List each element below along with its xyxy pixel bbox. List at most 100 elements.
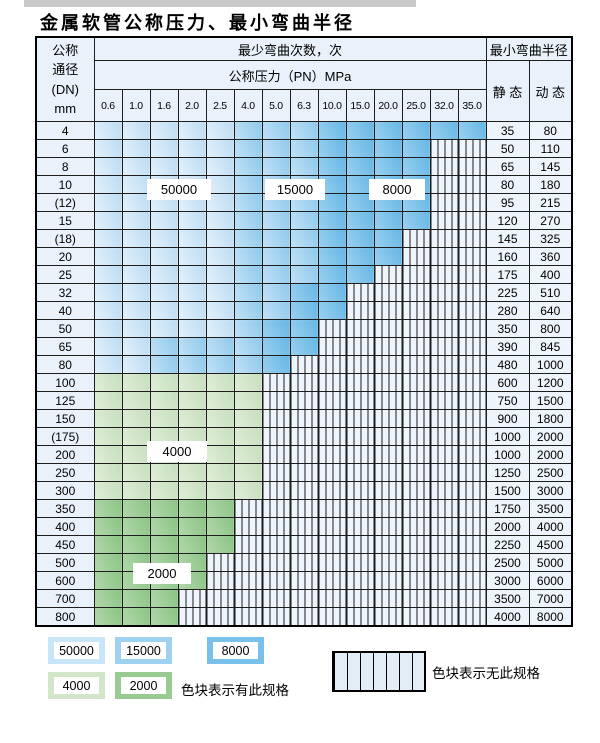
spec-cell <box>121 139 151 158</box>
spec-cell <box>149 463 179 482</box>
static-radius-cell: 1750 <box>485 499 530 518</box>
spec-cell <box>121 265 151 284</box>
static-radius-cell: 2000 <box>485 517 530 536</box>
table-row: 80 480 1000 <box>35 355 573 374</box>
dn-cell: 4 <box>35 121 95 140</box>
dn-cell: 150 <box>35 409 95 428</box>
spec-cell <box>373 319 403 338</box>
top-grey-strip <box>24 0 416 7</box>
dn-cell: (12) <box>35 193 95 212</box>
spec-cell <box>149 517 179 536</box>
spec-cell <box>429 337 459 356</box>
spec-cell <box>317 445 347 464</box>
dn-cell: 350 <box>35 499 95 518</box>
spec-cell <box>93 409 123 428</box>
spec-cell <box>149 391 179 410</box>
spec-cell <box>345 139 375 158</box>
static-radius-cell: 3500 <box>485 589 530 608</box>
table-row: 250 1250 2500 <box>35 463 573 482</box>
table-row: 8 65 145 <box>35 157 573 176</box>
pressure-col-header: 10.0 <box>317 89 347 122</box>
table-row: 32 225 510 <box>35 283 573 302</box>
dynamic-radius-cell: 145 <box>528 157 573 176</box>
spec-cell <box>457 499 487 518</box>
spec-cell <box>401 157 431 176</box>
spec-cell <box>261 319 291 338</box>
pressure-col-header: 1.0 <box>121 89 151 122</box>
spec-cell <box>177 265 207 284</box>
dynamic-radius-cell: 110 <box>528 139 573 158</box>
spec-cell <box>457 355 487 374</box>
table-row: (18) 145 325 <box>35 229 573 248</box>
dynamic-radius-cell: 2000 <box>528 427 573 446</box>
spec-cell <box>121 121 151 140</box>
spec-cell <box>93 265 123 284</box>
spec-cell <box>373 337 403 356</box>
spec-cell <box>289 373 319 392</box>
pressure-col-header: 32.0 <box>429 89 459 122</box>
spec-cell <box>457 247 487 266</box>
spec-cell <box>429 139 459 158</box>
spec-cell <box>457 319 487 338</box>
dynamic-radius-cell: 8000 <box>528 607 573 627</box>
dynamic-radius-cell: 400 <box>528 265 573 284</box>
spec-cell <box>401 535 431 554</box>
spec-cell <box>93 247 123 266</box>
spec-cell <box>429 499 459 518</box>
spec-cell <box>429 571 459 590</box>
spec-cell <box>317 427 347 446</box>
spec-cell <box>121 499 151 518</box>
cycles-label-15000: 15000 <box>265 179 325 200</box>
table-row: 15 120 270 <box>35 211 573 230</box>
dn-cell: 10 <box>35 175 95 194</box>
spec-cell <box>317 301 347 320</box>
spec-cell <box>93 211 123 230</box>
dynamic-radius-cell: 640 <box>528 301 573 320</box>
cycles-label-8000: 8000 <box>369 179 425 200</box>
legend-hatch-box <box>332 651 426 692</box>
spec-cell <box>233 157 263 176</box>
spec-cell <box>345 391 375 410</box>
spec-cell <box>373 589 403 608</box>
spec-cell <box>205 589 235 608</box>
dn-cell: 600 <box>35 571 95 590</box>
legend-swatch-50000-label: 50000 <box>54 642 99 659</box>
spec-cell <box>345 553 375 572</box>
spec-cell <box>457 607 487 627</box>
spec-cell <box>93 607 123 627</box>
spec-cell <box>261 139 291 158</box>
spec-cell <box>373 247 403 266</box>
spec-cell <box>261 463 291 482</box>
spec-cell <box>121 535 151 554</box>
spec-cell <box>93 157 123 176</box>
spec-cell <box>93 319 123 338</box>
spec-cell <box>93 283 123 302</box>
static-radius-cell: 1000 <box>485 445 530 464</box>
dn-cell: 300 <box>35 481 95 500</box>
spec-cell <box>457 283 487 302</box>
spec-cell <box>373 535 403 554</box>
spec-cell <box>93 517 123 536</box>
spec-cell <box>93 373 123 392</box>
dynamic-radius-cell: 3000 <box>528 481 573 500</box>
spec-cell <box>149 229 179 248</box>
spec-cell <box>233 463 263 482</box>
spec-cell <box>289 571 319 590</box>
spec-cell <box>233 571 263 590</box>
spec-cell <box>317 607 347 627</box>
corner-line-4: mm <box>54 101 77 116</box>
spec-cell <box>373 571 403 590</box>
spec-cell <box>93 355 123 374</box>
table-row: 100 600 1200 <box>35 373 573 392</box>
spec-cell <box>401 337 431 356</box>
spec-cell <box>121 337 151 356</box>
spec-cell <box>261 229 291 248</box>
spec-cell <box>121 211 151 230</box>
pressure-col-header: 35.0 <box>457 89 487 122</box>
spec-cell <box>261 337 291 356</box>
pressure-col-header: 2.5 <box>205 89 235 122</box>
spec-cell <box>317 499 347 518</box>
static-radius-cell: 3000 <box>485 571 530 590</box>
spec-cell <box>429 535 459 554</box>
spec-cell <box>457 265 487 284</box>
